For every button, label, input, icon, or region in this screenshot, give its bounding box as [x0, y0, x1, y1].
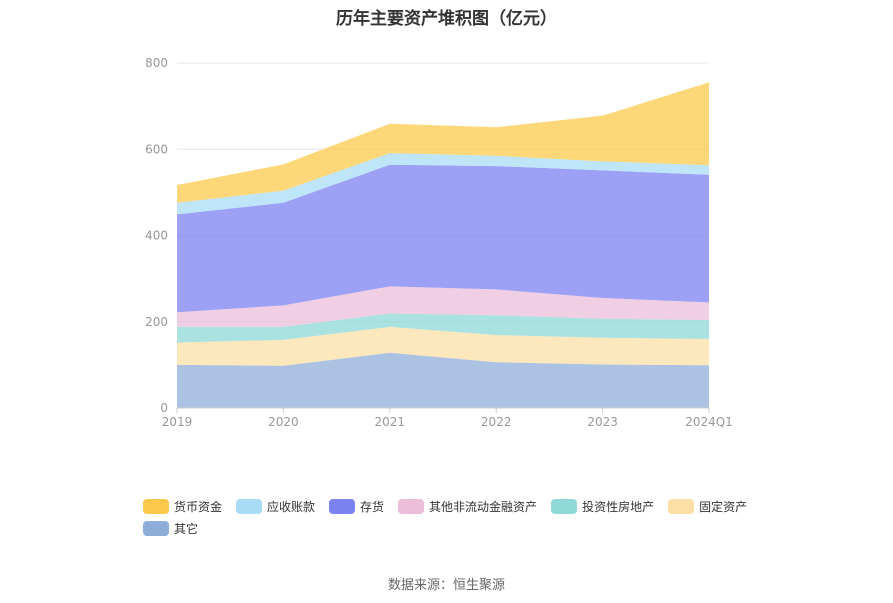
x-tick-label: 2022: [481, 415, 512, 429]
area-series: [177, 82, 709, 408]
legend-label: 其它: [174, 521, 199, 536]
legend-item[interactable]: 投资性房地产: [551, 495, 654, 517]
legend-label: 其他非流动金融资产: [429, 499, 538, 514]
legend-swatch: [143, 520, 169, 536]
legend-swatch: [236, 498, 263, 514]
x-tick-label: 2023: [587, 415, 618, 429]
legend-swatch: [668, 498, 695, 514]
area-应收账款: [177, 153, 709, 215]
area-其它: [177, 352, 709, 408]
legend-label: 货币资金: [174, 499, 223, 514]
legend-swatch: [143, 498, 169, 514]
legend-label: 投资性房地产: [582, 499, 655, 514]
legend-item[interactable]: 货币资金: [143, 495, 222, 517]
legend-label: 固定资产: [699, 499, 748, 514]
axes: 0 200 400 600 800 2019 2020 2021 2022 2023 2024Q1: [145, 56, 733, 429]
x-tick-label: 2021: [375, 415, 406, 429]
x-tick-label: 2019: [162, 415, 193, 429]
legend-swatch: [398, 498, 425, 514]
legend-item[interactable]: 存货: [329, 495, 384, 517]
x-tick-label: 2020: [268, 415, 299, 429]
data-source: 数据来源：恒生聚源: [387, 578, 505, 593]
y-tick-label: 400: [145, 229, 168, 243]
area-存货: [177, 164, 709, 313]
legend-label: 存货: [360, 499, 385, 514]
legend-item[interactable]: 其它: [143, 517, 198, 539]
legend-item[interactable]: 其他非流动金融资产: [398, 495, 537, 517]
area-投资性房地产: [177, 313, 709, 343]
y-tick-label: 200: [145, 315, 168, 329]
area-固定资产: [177, 326, 709, 366]
legend-item[interactable]: 应收账款: [236, 495, 315, 517]
y-tick-label: 600: [145, 142, 168, 156]
legend-swatch: [551, 498, 578, 514]
x-tick-label: 2024Q1: [685, 415, 733, 429]
legend-swatch: [329, 498, 356, 514]
legend: 货币资金 应收账款 存货 其他非流动金融资产 投资性房地产 固定资产其它: [143, 495, 783, 539]
y-tick-label: 0: [160, 401, 168, 415]
chart-title: 历年主要资产堆积图（亿元）: [336, 9, 557, 29]
legend-item[interactable]: 固定资产: [668, 495, 747, 517]
area-货币资金: [177, 82, 709, 203]
y-tick-label: 800: [145, 56, 168, 70]
area-其他非流动金融资产: [177, 286, 709, 327]
legend-label: 应收账款: [267, 499, 316, 514]
